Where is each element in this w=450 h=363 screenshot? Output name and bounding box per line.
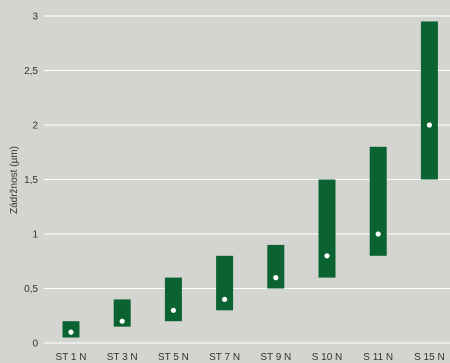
mid-marker	[273, 275, 279, 281]
range-bar	[216, 255, 234, 311]
y-tick-label: 3	[32, 12, 38, 23]
mid-marker	[119, 318, 125, 324]
x-tick-label: ST 7 N	[209, 352, 240, 363]
y-tick-label: 0	[32, 339, 38, 350]
mid-marker	[426, 122, 432, 128]
y-tick-label: 0,5	[24, 284, 38, 295]
range-bar	[318, 179, 336, 278]
x-tick-label: S 11 N	[363, 352, 393, 363]
range-bar	[164, 277, 182, 322]
mid-marker	[324, 253, 330, 259]
y-axis-ticks: 0 0,5 1 1,5 2 2,5 3	[24, 12, 38, 350]
y-tick-label: 1,5	[24, 175, 38, 186]
mid-marker	[68, 329, 74, 335]
x-tick-label: S 15 N	[414, 352, 445, 363]
mid-marker	[375, 231, 381, 237]
range-bars	[62, 21, 438, 338]
range-bar	[113, 299, 131, 327]
range-bar	[62, 321, 80, 338]
x-tick-label: ST 9 N	[260, 352, 291, 363]
x-tick-label: ST 1 N	[56, 352, 87, 363]
grid-lines	[44, 15, 450, 344]
mid-markers	[68, 122, 432, 335]
y-tick-label: 1	[32, 230, 38, 241]
y-tick-label: 2,5	[24, 66, 38, 77]
x-tick-label: ST 3 N	[107, 352, 138, 363]
x-tick-label: ST 5 N	[158, 352, 189, 363]
range-bar	[267, 244, 285, 289]
range-bar	[369, 146, 387, 256]
mid-marker	[222, 296, 228, 302]
y-axis-title: Zádržnost (µm)	[9, 146, 20, 214]
mid-marker	[170, 307, 176, 313]
y-tick-label: 2	[32, 121, 38, 132]
x-axis-ticks: ST 1 N ST 3 N ST 5 N ST 7 N ST 9 N S 10 N S 11…	[56, 352, 445, 363]
range-bar	[420, 21, 438, 180]
x-tick-label: S 10 N	[312, 352, 343, 363]
